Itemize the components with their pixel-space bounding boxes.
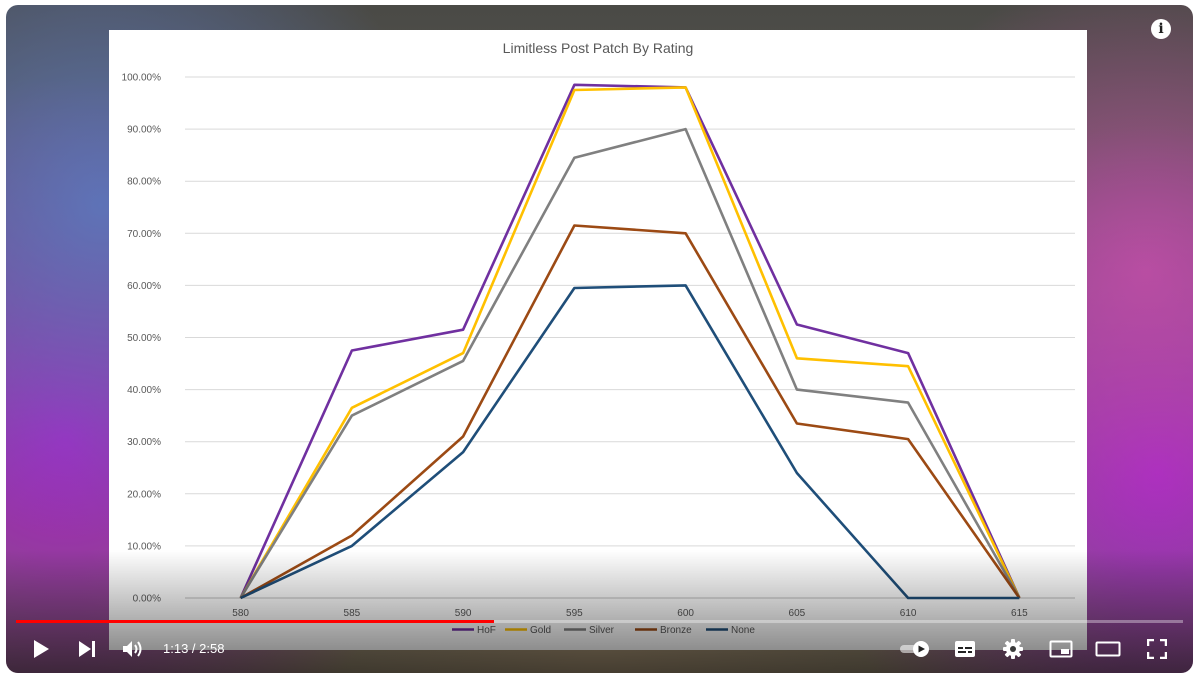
y-tick-label: 10.00% — [127, 541, 161, 552]
x-tick-label: 610 — [900, 608, 917, 619]
y-tick-label: 0.00% — [133, 594, 161, 605]
chart-title: Limitless Post Patch By Rating — [502, 40, 694, 56]
y-tick-label: 70.00% — [127, 229, 161, 240]
next-button[interactable] — [72, 629, 102, 669]
y-tick-label: 60.00% — [127, 281, 161, 292]
duration: 2:58 — [199, 641, 225, 656]
play-button[interactable] — [26, 629, 56, 669]
play-icon — [34, 640, 49, 658]
series-line-silver — [239, 127, 1021, 599]
chart-panel: Limitless Post Patch By Rating 0.00% 10.0… — [109, 30, 1087, 650]
subtitles-button[interactable] — [950, 629, 980, 669]
x-tick-label: 600 — [677, 608, 694, 619]
info-icon[interactable]: i — [1151, 19, 1171, 39]
time-separator: / — [188, 641, 200, 656]
x-tick-label: 605 — [789, 608, 806, 619]
x-tick-label: 595 — [566, 608, 583, 619]
line-chart: 0.00% 10.00% 20.00% 30.00% 40.00% 50.00% 60.00… — [122, 73, 1075, 636]
video-player[interactable]: Limitless Post Patch By Rating 0.00% 10.0… — [6, 5, 1193, 673]
y-tick-label: 30.00% — [127, 437, 161, 448]
settings-button[interactable] — [998, 629, 1028, 669]
x-tick-label: 585 — [344, 608, 361, 619]
y-tick-label: 40.00% — [127, 385, 161, 396]
x-tick-label: 590 — [455, 608, 472, 619]
autoplay-toggle-icon — [900, 641, 929, 657]
progress-bar-played — [16, 620, 495, 623]
autoplay-toggle[interactable] — [898, 629, 934, 669]
progress-bar[interactable] — [16, 620, 1183, 623]
gear-icon — [1003, 639, 1023, 659]
y-tick-label: 80.00% — [127, 177, 161, 188]
y-tick-label: 90.00% — [127, 125, 161, 136]
x-tick-label: 615 — [1011, 608, 1028, 619]
y-tick-label: 100.00% — [122, 73, 162, 84]
current-time: 1:13 — [163, 641, 189, 656]
time-display: 1:13 / 2:58 — [163, 629, 224, 669]
theater-mode-button[interactable] — [1093, 629, 1123, 669]
next-icon — [79, 641, 95, 657]
series-line-bronze — [239, 224, 1021, 600]
y-tick-label: 50.00% — [127, 333, 161, 344]
volume-button[interactable] — [118, 629, 148, 669]
volume-icon — [123, 641, 142, 657]
series-line-gold — [239, 86, 1021, 599]
miniplayer-icon — [1049, 640, 1073, 658]
y-tick-label: 20.00% — [127, 489, 161, 500]
theater-mode-icon — [1095, 641, 1121, 657]
miniplayer-button[interactable] — [1046, 629, 1076, 669]
series-line-hof — [239, 83, 1021, 599]
fullscreen-button[interactable] — [1142, 629, 1172, 669]
subtitles-icon — [955, 641, 975, 657]
fullscreen-icon — [1147, 639, 1167, 659]
x-tick-label: 580 — [232, 608, 249, 619]
player-controls: 1:13 / 2:58 — [6, 629, 1193, 669]
